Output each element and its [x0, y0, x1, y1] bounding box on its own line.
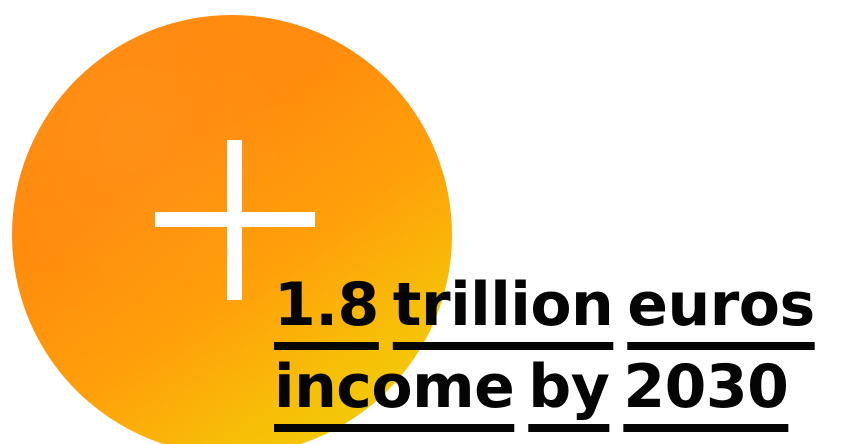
- headline-word: euros: [627, 270, 815, 340]
- headline-word: trillion: [392, 270, 614, 340]
- headline: 1.8 trillion euros income by 2030: [274, 264, 834, 428]
- plus-icon-vertical-bar: [227, 140, 242, 300]
- headline-line-1: 1.8 trillion euros: [274, 264, 834, 346]
- headline-line-2: income by 2030: [274, 346, 834, 428]
- headline-word: by: [528, 352, 610, 422]
- headline-word: 2030: [623, 352, 789, 422]
- headline-word: income: [274, 352, 515, 422]
- headline-word: 1.8: [274, 270, 379, 340]
- plus-icon: [155, 140, 315, 300]
